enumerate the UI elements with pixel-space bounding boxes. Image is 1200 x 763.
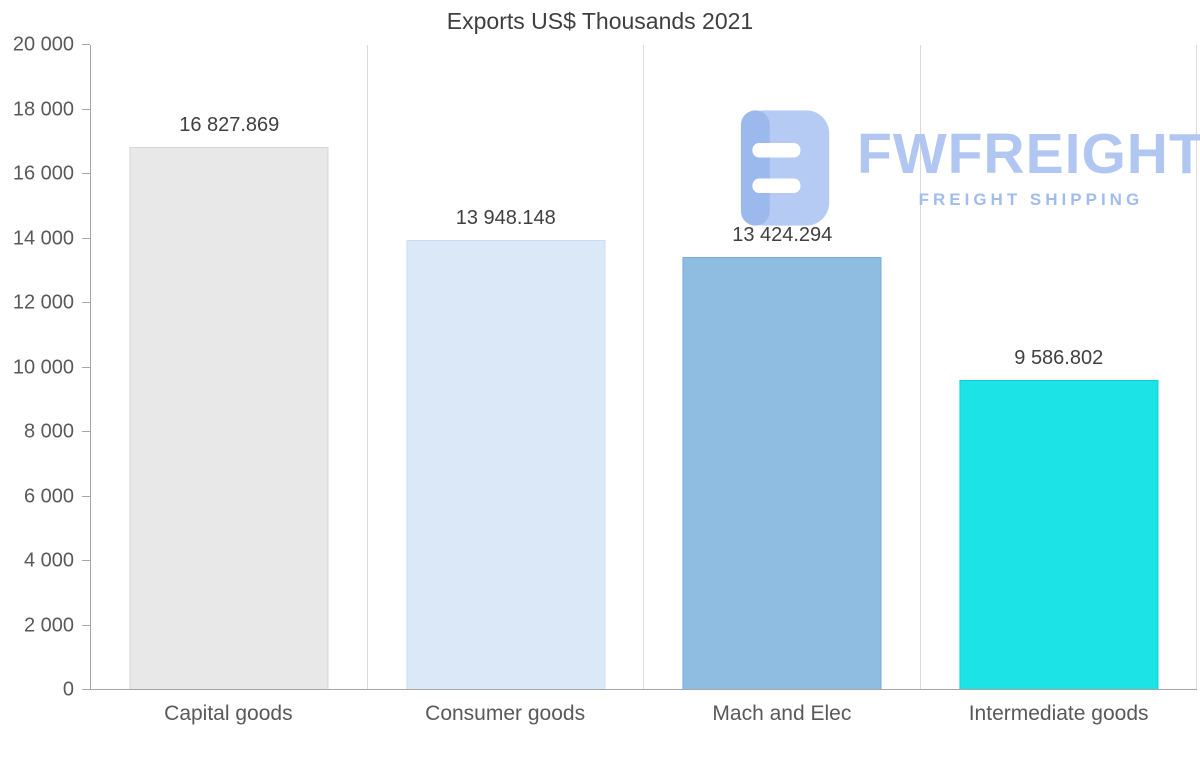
y-tick-label: 20 000 bbox=[12, 33, 74, 56]
bar-slot: 16 827.869 bbox=[91, 45, 368, 689]
bar-intermediate-goods bbox=[959, 380, 1159, 689]
y-tick-label: 6 000 bbox=[23, 485, 74, 507]
chart-title: Exports US$ Thousands 2021 bbox=[446, 8, 754, 34]
vertical-gridline bbox=[919, 45, 921, 689]
y-tick-mark bbox=[82, 44, 90, 45]
vertical-gridline bbox=[366, 45, 368, 689]
x-axis-label: Capital goods bbox=[164, 702, 293, 725]
x-axis-label: Mach and Elec bbox=[712, 702, 852, 725]
x-axis-label: Intermediate goods bbox=[968, 702, 1149, 725]
bar-value-label: 9 586.802 bbox=[1014, 347, 1104, 370]
y-tick-mark bbox=[82, 560, 90, 561]
x-axis-labels: Capital goods Consumer goods Mach and Elec… bbox=[90, 702, 1197, 742]
vertical-gridline bbox=[1196, 45, 1197, 689]
vertical-gridline bbox=[643, 45, 644, 689]
y-tick-mark bbox=[82, 431, 90, 432]
watermark-logo-icon bbox=[740, 110, 830, 226]
y-tick-label: 10 000 bbox=[12, 356, 74, 378]
bar-value-label: 16 827.869 bbox=[179, 114, 280, 137]
y-tick-label: 4 000 bbox=[23, 549, 74, 572]
y-tick-label: 18 000 bbox=[12, 98, 74, 120]
y-tick-mark bbox=[82, 302, 90, 303]
bar-mach-and-elec bbox=[682, 256, 882, 689]
bar-value-label: 13 948.148 bbox=[455, 206, 556, 229]
bar-slot: 13 948.148 bbox=[368, 45, 645, 689]
bar-capital-goods bbox=[129, 147, 329, 689]
bars: 16 827.869 13 948.148 13 424.294 9 586.802 bbox=[91, 45, 1197, 689]
y-tick-mark bbox=[82, 624, 90, 626]
bar-slot: 13 424.294 bbox=[644, 45, 921, 689]
watermark-name: FWFREIGHT bbox=[857, 122, 1200, 186]
y-tick-label: 16 000 bbox=[12, 162, 74, 185]
y-tick-mark bbox=[82, 108, 90, 110]
y-tick-label: 2 000 bbox=[23, 614, 74, 636]
y-axis: 0 2 000 4 000 6 000 8 000 10 000 12 000 14 000 1… bbox=[0, 34, 90, 701]
y-tick-mark bbox=[82, 689, 90, 690]
bar-consumer-goods bbox=[406, 239, 606, 689]
watermark: FWFREIGHT FREIGHT SHIPPING bbox=[739, 108, 1200, 228]
bar-slot: 9 586.802 bbox=[921, 45, 1198, 689]
bar-value-label: 13 424.294 bbox=[732, 223, 833, 246]
x-axis-label: Consumer goods bbox=[425, 702, 586, 725]
y-tick-label: 0 bbox=[62, 678, 74, 701]
y-tick-label: 8 000 bbox=[23, 420, 74, 443]
watermark-text: FWFREIGHT FREIGHT SHIPPING bbox=[857, 126, 1200, 210]
y-tick-mark bbox=[82, 237, 90, 239]
y-tick-label: 14 000 bbox=[12, 227, 74, 249]
y-tick-label: 12 000 bbox=[12, 291, 74, 314]
plot-area: FWFREIGHT FREIGHT SHIPPING 16 827.869 13 … bbox=[90, 45, 1200, 690]
y-tick-mark bbox=[82, 366, 90, 368]
y-tick-mark bbox=[82, 173, 90, 174]
y-tick-mark bbox=[82, 495, 90, 497]
watermark-subtitle: FREIGHT SHIPPING bbox=[918, 190, 1144, 209]
